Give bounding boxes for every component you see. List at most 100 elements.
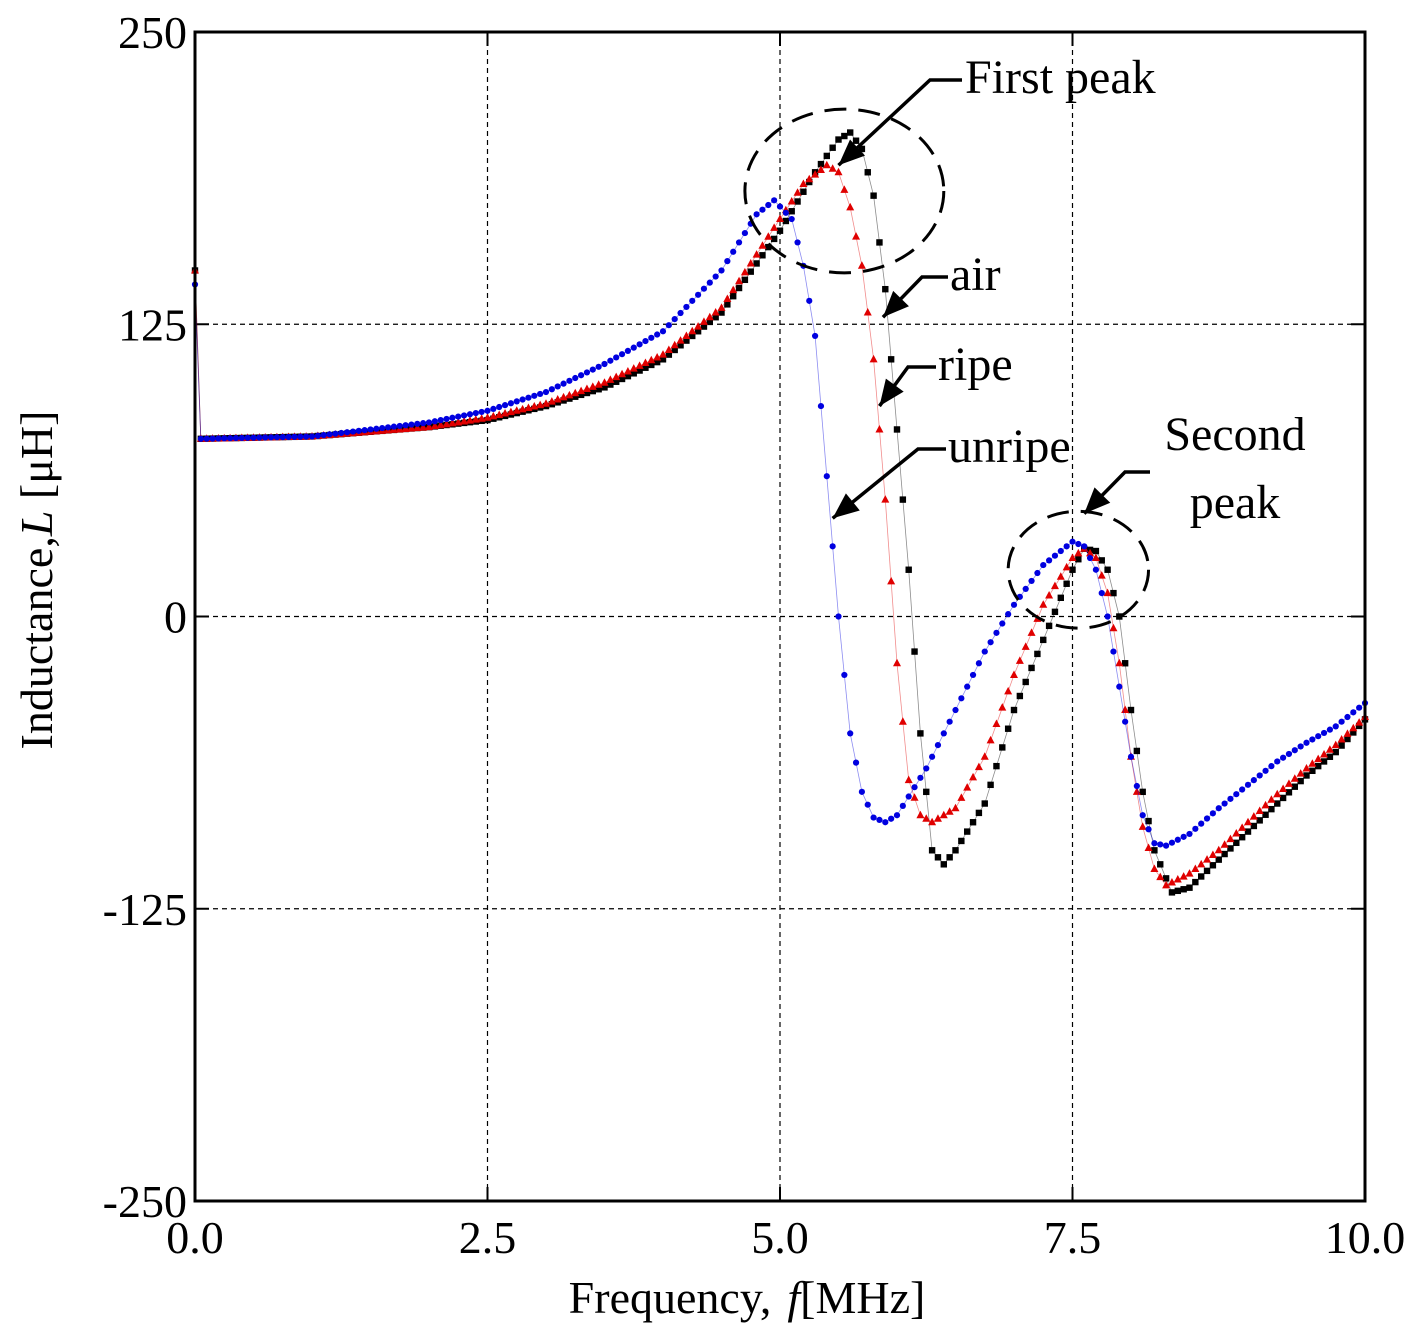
data-point <box>724 258 731 265</box>
data-point <box>724 301 731 308</box>
data-point <box>847 129 854 136</box>
data-point <box>1320 749 1329 758</box>
data-point <box>688 326 697 335</box>
data-point <box>613 354 620 361</box>
data-point <box>1192 825 1199 832</box>
data-point <box>730 292 737 300</box>
data-point <box>770 235 778 243</box>
data-point <box>940 730 947 737</box>
data-point <box>390 423 397 430</box>
data-point <box>753 211 760 218</box>
data-point <box>940 861 947 868</box>
data-point <box>776 214 784 223</box>
data-point <box>817 160 825 168</box>
data-point <box>917 730 924 737</box>
data-point <box>718 267 725 274</box>
data-point <box>717 303 726 311</box>
data-point <box>1256 817 1263 824</box>
data-point <box>460 417 469 425</box>
data-point <box>1244 817 1252 826</box>
data-point <box>478 408 485 416</box>
data-point <box>1063 580 1070 587</box>
data-point <box>1010 670 1018 678</box>
data-point <box>437 417 444 424</box>
data-point <box>1297 743 1304 750</box>
data-point <box>1315 733 1322 740</box>
data-point <box>852 232 861 240</box>
data-point <box>1174 836 1181 843</box>
data-point <box>1326 753 1334 760</box>
data-point <box>1133 782 1140 790</box>
data-point <box>1103 588 1112 597</box>
y-axis-title-variable: L <box>11 511 62 538</box>
data-point <box>215 435 222 442</box>
data-point <box>800 188 807 195</box>
data-point <box>841 132 848 140</box>
data-point <box>419 423 428 431</box>
data-point <box>1355 722 1363 730</box>
data-point <box>1091 553 1100 562</box>
data-point <box>1016 692 1024 700</box>
data-point <box>910 793 919 801</box>
annotation-arrowhead <box>1084 487 1111 514</box>
y-tick-label: 125 <box>118 299 187 350</box>
data-point <box>1056 572 1065 580</box>
data-point <box>922 814 931 822</box>
data-point <box>227 435 234 442</box>
data-point <box>197 435 204 442</box>
data-point <box>256 434 263 441</box>
data-point <box>1238 834 1246 841</box>
data-point <box>1121 705 1130 714</box>
data-point <box>1344 713 1351 721</box>
data-point <box>1034 569 1041 577</box>
data-point <box>547 397 556 405</box>
highlight-ellipse <box>743 107 946 275</box>
data-point <box>952 706 959 714</box>
data-point <box>490 405 497 412</box>
data-point <box>700 323 708 330</box>
y-tick-label: 0 <box>164 592 187 643</box>
data-point <box>1203 855 1212 863</box>
data-point <box>677 309 684 317</box>
data-point <box>1122 718 1129 725</box>
data-point <box>553 395 562 403</box>
data-point <box>618 375 626 383</box>
data-point <box>601 360 608 368</box>
x-axis-title-prefix: Frequency, <box>569 1272 772 1323</box>
annotation-arrows <box>831 78 1150 520</box>
data-point <box>747 268 754 275</box>
data-point <box>898 717 907 725</box>
data-point <box>420 420 427 427</box>
data-point <box>665 351 673 358</box>
data-point <box>718 309 725 316</box>
data-point <box>723 294 732 302</box>
data-point <box>1086 548 1095 557</box>
data-point <box>238 434 245 442</box>
x-tick-label: 5.0 <box>751 1212 809 1263</box>
data-point <box>1232 828 1241 837</box>
data-point <box>630 344 637 351</box>
data-point <box>870 192 877 199</box>
highlight-ellipse <box>1006 509 1151 630</box>
data-point <box>1338 742 1345 749</box>
data-point <box>863 308 872 316</box>
data-point <box>572 393 579 400</box>
data-point <box>1308 759 1317 767</box>
data-point <box>1315 762 1322 770</box>
data-point <box>963 783 972 791</box>
data-point <box>349 428 357 435</box>
data-point <box>1063 543 1070 550</box>
data-point <box>1244 781 1252 788</box>
data-point <box>572 374 579 382</box>
data-point <box>782 209 789 216</box>
x-tick-label: 2.5 <box>459 1212 517 1263</box>
data-point <box>1139 788 1146 796</box>
data-point <box>308 433 316 440</box>
data-point <box>864 801 871 808</box>
data-point <box>1075 540 1082 548</box>
data-point <box>629 364 638 372</box>
data-point <box>822 160 831 169</box>
y-axis-title: Inductance,L [μH] <box>11 411 62 750</box>
data-point <box>635 361 644 369</box>
data-point <box>1163 842 1170 849</box>
